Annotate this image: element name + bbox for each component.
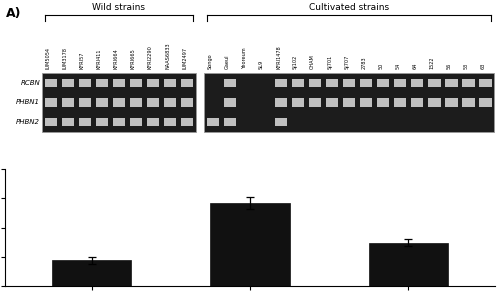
Text: NAAS6833: NAAS6833 <box>165 42 170 69</box>
Bar <box>44 78 57 87</box>
Bar <box>275 118 287 126</box>
Bar <box>446 98 458 106</box>
Bar <box>428 78 440 87</box>
Bar <box>96 118 108 126</box>
Bar <box>44 98 57 106</box>
Text: KFRI2290: KFRI2290 <box>148 45 153 69</box>
Text: 53: 53 <box>464 63 468 69</box>
Bar <box>309 78 322 87</box>
Text: KFRI664: KFRI664 <box>114 48 119 69</box>
Bar <box>292 78 304 87</box>
Bar <box>62 78 74 87</box>
Bar <box>224 78 236 87</box>
Bar <box>462 78 474 87</box>
Bar <box>147 98 159 106</box>
Bar <box>164 78 176 87</box>
Bar <box>326 78 338 87</box>
Bar <box>428 98 440 106</box>
Bar <box>164 98 176 106</box>
Text: Cultivated strains: Cultivated strains <box>309 3 390 12</box>
Text: SJ707: SJ707 <box>344 55 349 69</box>
Bar <box>360 78 372 87</box>
Text: RCBN: RCBN <box>20 80 40 86</box>
Bar <box>44 118 57 126</box>
Bar <box>377 98 390 106</box>
Bar <box>360 98 372 106</box>
Bar <box>78 118 91 126</box>
Bar <box>181 98 193 106</box>
Text: Gaeul: Gaeul <box>225 54 230 69</box>
Text: 56: 56 <box>446 63 452 69</box>
Bar <box>78 98 91 106</box>
Text: IUM5054: IUM5054 <box>46 47 51 69</box>
Bar <box>42 73 196 132</box>
Text: Songo: Songo <box>208 53 213 69</box>
Bar <box>113 98 125 106</box>
Text: 63: 63 <box>480 63 486 69</box>
Text: 50: 50 <box>378 63 384 69</box>
Bar <box>480 78 492 87</box>
Bar <box>292 98 304 106</box>
Text: SJ701: SJ701 <box>327 55 332 69</box>
Bar <box>368 242 448 286</box>
Bar <box>147 78 159 87</box>
Bar <box>78 78 91 87</box>
Bar <box>326 98 338 106</box>
Bar <box>275 98 287 106</box>
Text: 54: 54 <box>396 63 400 69</box>
Bar <box>204 73 494 132</box>
Bar <box>224 98 236 106</box>
Bar <box>181 118 193 126</box>
Bar <box>377 78 390 87</box>
Bar <box>130 98 142 106</box>
Text: IUM2497: IUM2497 <box>182 47 187 69</box>
Text: A): A) <box>6 7 22 20</box>
Bar <box>147 118 159 126</box>
Text: 64: 64 <box>412 63 418 69</box>
Text: Yeoreum: Yeoreum <box>242 47 247 69</box>
Bar <box>130 118 142 126</box>
Bar <box>181 78 193 87</box>
Text: KFRI411: KFRI411 <box>97 48 102 69</box>
Bar <box>480 98 492 106</box>
Bar <box>96 98 108 106</box>
Bar <box>62 98 74 106</box>
Text: PHBN1: PHBN1 <box>16 99 40 106</box>
Bar <box>275 78 287 87</box>
Bar <box>164 118 176 126</box>
Bar <box>130 78 142 87</box>
Bar <box>462 98 474 106</box>
Bar <box>224 118 236 126</box>
Bar <box>113 118 125 126</box>
Bar <box>210 203 290 286</box>
Text: CHAM: CHAM <box>310 54 315 69</box>
Bar <box>309 98 322 106</box>
Bar <box>394 98 406 106</box>
Text: SJ102: SJ102 <box>293 55 298 69</box>
Text: KFRI1478: KFRI1478 <box>276 45 281 69</box>
Text: 1522: 1522 <box>430 57 434 69</box>
Bar <box>62 118 74 126</box>
Text: 2783: 2783 <box>361 56 366 69</box>
Text: IUM3178: IUM3178 <box>63 47 68 69</box>
Bar <box>411 78 424 87</box>
Text: PHBN2: PHBN2 <box>16 119 40 125</box>
Bar <box>96 78 108 87</box>
Text: KFRI665: KFRI665 <box>131 48 136 69</box>
Bar <box>343 98 355 106</box>
Bar <box>52 260 132 286</box>
Text: KFRI57: KFRI57 <box>80 52 85 69</box>
Bar <box>207 118 219 126</box>
Text: Wild strains: Wild strains <box>92 3 146 12</box>
Bar <box>113 78 125 87</box>
Bar <box>394 78 406 87</box>
Text: SL9: SL9 <box>259 60 264 69</box>
Bar <box>343 78 355 87</box>
Bar <box>446 78 458 87</box>
Bar <box>411 98 424 106</box>
